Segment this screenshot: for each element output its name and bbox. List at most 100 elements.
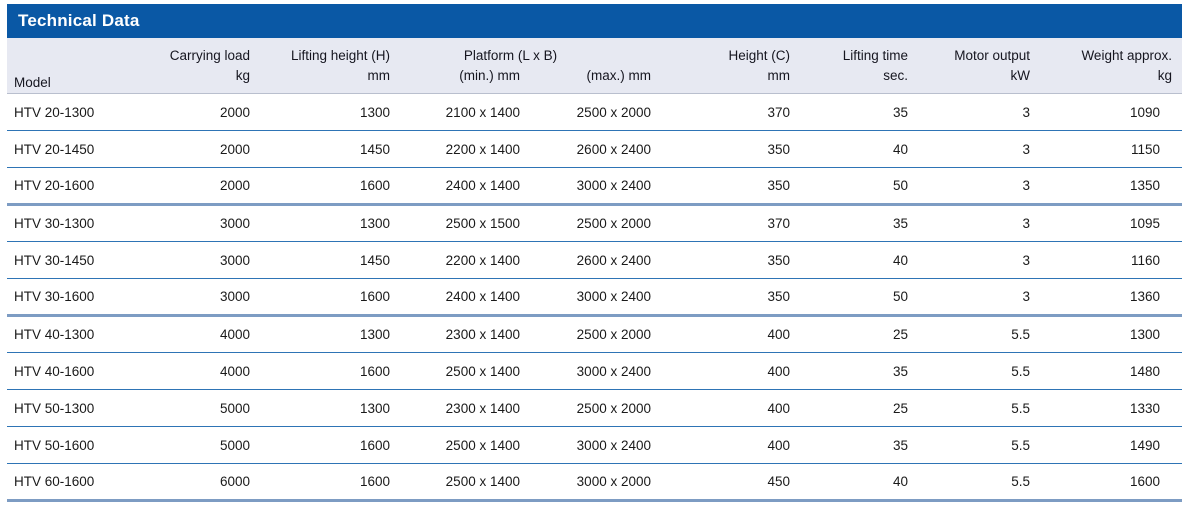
cell-weight: 1160	[1040, 241, 1182, 279]
column-header-lifting-height: Lifting height (H)	[260, 38, 400, 66]
cell-motor-output: 3	[918, 278, 1040, 317]
header-unit-row: kg mm (min.) mm (max.) mm mm sec. kW kg	[7, 66, 1182, 94]
table-header: Model Carrying load Lifting height (H) P…	[7, 38, 1182, 94]
cell-platform-max: 3000 x 2400	[530, 278, 661, 317]
unit-platform-max: (max.) mm	[530, 66, 661, 94]
cell-model: HTV 50-1600	[7, 426, 157, 464]
cell-lifting-height: 1450	[260, 130, 400, 168]
cell-platform-max: 2600 x 2400	[530, 130, 661, 168]
table-row: HTV 40-1600 4000 1600 2500 x 1400 3000 x 240…	[7, 352, 1182, 390]
cell-lifting-time: 25	[800, 315, 918, 353]
cell-motor-output: 5.5	[918, 463, 1040, 502]
cell-carrying-load: 5000	[157, 426, 260, 464]
cell-motor-output: 5.5	[918, 352, 1040, 390]
cell-lifting-time: 40	[800, 241, 918, 279]
cell-lifting-time: 25	[800, 389, 918, 427]
cell-model: HTV 40-1600	[7, 352, 157, 390]
cell-carrying-load: 3000	[157, 241, 260, 279]
cell-motor-output: 5.5	[918, 315, 1040, 353]
cell-lifting-height: 1600	[260, 426, 400, 464]
column-header-height-c: Height (C)	[661, 38, 800, 66]
cell-platform-min: 2500 x 1500	[400, 204, 530, 242]
cell-platform-min: 2400 x 1400	[400, 167, 530, 206]
cell-carrying-load: 4000	[157, 315, 260, 353]
cell-lifting-time: 35	[800, 352, 918, 390]
cell-platform-min: 2300 x 1400	[400, 315, 530, 353]
cell-height-c: 400	[661, 352, 800, 390]
cell-model: HTV 50-1300	[7, 389, 157, 427]
cell-lifting-height: 1600	[260, 463, 400, 502]
column-header-model: Model	[7, 38, 157, 94]
cell-motor-output: 3	[918, 241, 1040, 279]
cell-carrying-load: 2000	[157, 130, 260, 168]
cell-platform-min: 2200 x 1400	[400, 130, 530, 168]
cell-height-c: 400	[661, 426, 800, 464]
cell-carrying-load: 4000	[157, 352, 260, 390]
cell-model: HTV 30-1300	[7, 204, 157, 242]
column-header-weight: Weight approx.	[1040, 38, 1182, 66]
cell-weight: 1330	[1040, 389, 1182, 427]
cell-lifting-time: 50	[800, 167, 918, 206]
unit-platform-min: (min.) mm	[400, 66, 530, 94]
cell-motor-output: 5.5	[918, 389, 1040, 427]
cell-lifting-time: 35	[800, 93, 918, 131]
cell-motor-output: 3	[918, 167, 1040, 206]
cell-platform-min: 2200 x 1400	[400, 241, 530, 279]
cell-lifting-height: 1600	[260, 278, 400, 317]
cell-platform-min: 2500 x 1400	[400, 463, 530, 502]
cell-motor-output: 3	[918, 204, 1040, 242]
column-header-lifting-time: Lifting time	[800, 38, 918, 66]
cell-weight: 1095	[1040, 204, 1182, 242]
cell-weight: 1360	[1040, 278, 1182, 317]
header-title-row: Model Carrying load Lifting height (H) P…	[7, 38, 1182, 94]
cell-height-c: 450	[661, 463, 800, 502]
cell-platform-max: 3000 x 2000	[530, 463, 661, 502]
cell-height-c: 370	[661, 204, 800, 242]
cell-model: HTV 30-1600	[7, 278, 157, 317]
cell-platform-min: 2500 x 1400	[400, 426, 530, 464]
cell-lifting-height: 1600	[260, 167, 400, 206]
cell-lifting-time: 35	[800, 204, 918, 242]
cell-platform-max: 2500 x 2000	[530, 315, 661, 353]
cell-weight: 1300	[1040, 315, 1182, 353]
cell-lifting-height: 1300	[260, 315, 400, 353]
cell-lifting-height: 1300	[260, 204, 400, 242]
cell-platform-max: 3000 x 2400	[530, 426, 661, 464]
cell-lifting-height: 1300	[260, 93, 400, 131]
cell-platform-max: 2500 x 2000	[530, 389, 661, 427]
table-row: HTV 30-1600 3000 1600 2400 x 1400 3000 x 240…	[7, 278, 1182, 317]
column-header-motor-output: Motor output	[918, 38, 1040, 66]
table-row: HTV 20-1450 2000 1450 2200 x 1400 2600 x 240…	[7, 130, 1182, 168]
cell-platform-min: 2400 x 1400	[400, 278, 530, 317]
cell-platform-min: 2100 x 1400	[400, 93, 530, 131]
cell-height-c: 350	[661, 167, 800, 206]
table-row: HTV 40-1300 4000 1300 2300 x 1400 2500 x 200…	[7, 315, 1182, 353]
cell-model: HTV 60-1600	[7, 463, 157, 502]
cell-model: HTV 20-1600	[7, 167, 157, 206]
unit-weight: kg	[1040, 66, 1182, 94]
cell-lifting-time: 35	[800, 426, 918, 464]
cell-model: HTV 20-1300	[7, 93, 157, 131]
table-row: HTV 20-1600 2000 1600 2400 x 1400 3000 x 240…	[7, 167, 1182, 206]
unit-carrying-load: kg	[157, 66, 260, 94]
page: Technical Data Model Carrying load Lifti…	[7, 4, 1182, 502]
cell-carrying-load: 2000	[157, 93, 260, 131]
table-row: HTV 50-1300 5000 1300 2300 x 1400 2500 x 200…	[7, 389, 1182, 427]
cell-carrying-load: 6000	[157, 463, 260, 502]
cell-weight: 1150	[1040, 130, 1182, 168]
cell-lifting-time: 50	[800, 278, 918, 317]
cell-platform-max: 2600 x 2400	[530, 241, 661, 279]
cell-height-c: 350	[661, 130, 800, 168]
table-row: HTV 30-1300 3000 1300 2500 x 1500 2500 x 200…	[7, 204, 1182, 242]
cell-model: HTV 20-1450	[7, 130, 157, 168]
cell-height-c: 400	[661, 315, 800, 353]
cell-height-c: 400	[661, 389, 800, 427]
cell-carrying-load: 3000	[157, 278, 260, 317]
cell-carrying-load: 2000	[157, 167, 260, 206]
cell-carrying-load: 5000	[157, 389, 260, 427]
cell-height-c: 370	[661, 93, 800, 131]
column-header-platform: Platform (L x B)	[400, 38, 661, 66]
cell-platform-max: 2500 x 2000	[530, 93, 661, 131]
title-bar: Technical Data	[7, 4, 1182, 38]
table-body: HTV 20-1300 2000 1300 2100 x 1400 2500 x 200…	[7, 93, 1182, 502]
